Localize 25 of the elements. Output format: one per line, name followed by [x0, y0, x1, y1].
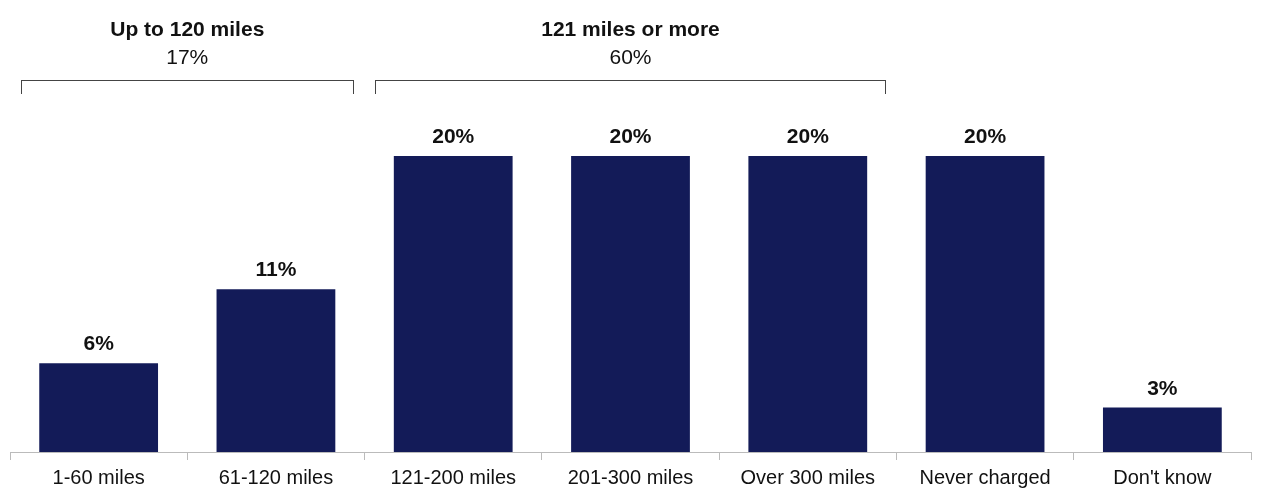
bar: [39, 363, 159, 452]
x-tick-label: 1-60 miles: [52, 465, 145, 488]
text: 17%: [166, 45, 209, 69]
text: 121 miles or more: [541, 17, 720, 41]
data-label: 11%: [255, 257, 297, 281]
text: Up to 120 miles: [110, 17, 265, 41]
text: 60%: [609, 45, 652, 69]
x-tick-label: 201-300 miles: [567, 465, 694, 488]
bar: [571, 156, 690, 452]
bar: [393, 156, 513, 452]
data-label: 20%: [786, 124, 830, 148]
x-tick-label: 61-120 miles: [218, 465, 334, 488]
bar: [1102, 407, 1222, 452]
data-label: 6%: [83, 331, 115, 355]
data-label: 3%: [1147, 375, 1178, 399]
x-tick-label: Don't know: [1113, 465, 1213, 488]
data-label: 20%: [432, 124, 475, 148]
x-tick-label: 121-200 miles: [390, 465, 517, 488]
x-tick-label: Never charged: [919, 465, 1051, 488]
x-tick-label: Over 300 miles: [740, 465, 876, 488]
data-label: 20%: [964, 124, 1007, 148]
data-label: 20%: [609, 124, 652, 148]
bar: [216, 289, 336, 452]
bar: [748, 156, 868, 452]
bar: [925, 156, 1045, 452]
